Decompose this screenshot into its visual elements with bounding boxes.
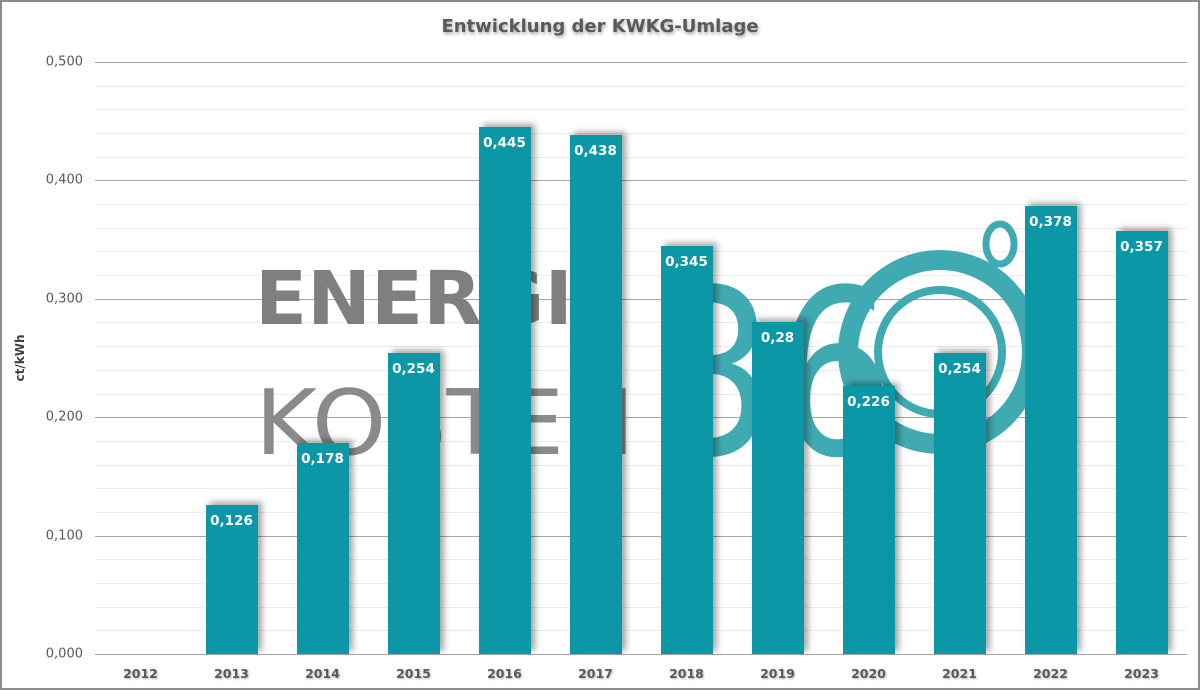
bar-value-label: 0,345: [665, 253, 708, 270]
bar-2019: 0,28: [751, 322, 804, 654]
bar-value-label: 0,226: [847, 394, 890, 411]
minor-gridline: [95, 606, 1187, 608]
minor-gridline: [95, 275, 1187, 277]
minor-gridline: [95, 322, 1187, 324]
x-tick-label: 2017: [578, 666, 613, 681]
bar-value-label: 0,357: [1120, 239, 1163, 256]
bar-2022: 0,378: [1024, 206, 1077, 654]
bar-value-label: 0,378: [1029, 214, 1072, 231]
minor-gridline: [95, 85, 1187, 87]
x-tick-label: 2022: [1033, 666, 1068, 681]
bar-value-label: 0,28: [760, 330, 795, 347]
bar-2013: 0,126: [205, 504, 258, 654]
minor-gridline: [95, 630, 1187, 632]
bar-2018: 0,345: [660, 245, 713, 654]
watermark-logo: ENERGIE KOSTEN 36: [255, 220, 1042, 509]
chart-title: Entwicklung der KWKG-Umlage: [441, 16, 759, 37]
major-gridline: [95, 654, 1187, 655]
minor-gridline: [95, 369, 1187, 371]
y-tick-label: 0,000: [45, 646, 83, 662]
x-tick-label: 2020: [851, 666, 886, 681]
x-tick-label: 2015: [396, 666, 431, 681]
bar-value-label: 0,178: [301, 451, 344, 468]
minor-gridline: [95, 393, 1187, 395]
minor-gridline: [95, 109, 1187, 111]
x-tick-label: 2018: [669, 666, 704, 681]
major-gridline: [95, 298, 1187, 300]
bar-value-label: 0,254: [938, 361, 981, 378]
x-tick-label: 2023: [1124, 666, 1159, 681]
x-tick-label: 2012: [123, 666, 158, 681]
minor-gridline: [95, 511, 1187, 513]
bar-2014: 0,178: [296, 443, 349, 654]
y-tick-label: 0,300: [45, 291, 83, 307]
bar-value-label: 0,445: [483, 135, 526, 152]
y-tick-label: 0,200: [45, 409, 83, 425]
x-tick-label: 2021: [942, 666, 977, 681]
y-tick-label: 0,500: [45, 54, 83, 70]
bar-value-label: 0,126: [210, 512, 253, 529]
minor-gridline: [95, 251, 1187, 253]
minor-gridline: [95, 440, 1187, 442]
bar-2020: 0,226: [842, 386, 895, 654]
bar-value-label: 0,438: [574, 143, 617, 160]
bar-2021: 0,254: [933, 353, 986, 654]
minor-gridline: [95, 133, 1187, 135]
minor-gridline: [95, 204, 1187, 206]
major-gridline: [95, 535, 1187, 537]
bar-2015: 0,254: [387, 353, 440, 654]
minor-gridline: [95, 227, 1187, 229]
major-gridline: [95, 417, 1187, 419]
minor-gridline: [95, 559, 1187, 561]
plot-area: ENERGIE KOSTEN 36 0,000 0,100 0,200 0,300 0,…: [46, 55, 1187, 681]
minor-gridline: [95, 156, 1187, 158]
bar-2016: 0,445: [478, 127, 531, 654]
bar-value-label: 0,254: [392, 361, 435, 378]
minor-gridline: [95, 488, 1187, 490]
y-tick-label: 0,400: [45, 172, 83, 188]
bar-2017: 0,438: [569, 135, 622, 654]
x-tick-label: 2019: [760, 666, 795, 681]
x-tick-label: 2013: [214, 666, 249, 681]
major-gridline: [95, 180, 1187, 182]
y-axis-label: ct/kWh: [13, 334, 27, 382]
x-tick-label: 2014: [305, 666, 340, 681]
x-tick-label: 2016: [487, 666, 522, 681]
minor-gridline: [95, 464, 1187, 466]
y-tick-label: 0,100: [45, 528, 83, 544]
minor-gridline: [95, 582, 1187, 584]
bar-2023: 0,357: [1115, 231, 1168, 654]
major-gridline: [95, 62, 1187, 63]
minor-gridline: [95, 346, 1187, 348]
